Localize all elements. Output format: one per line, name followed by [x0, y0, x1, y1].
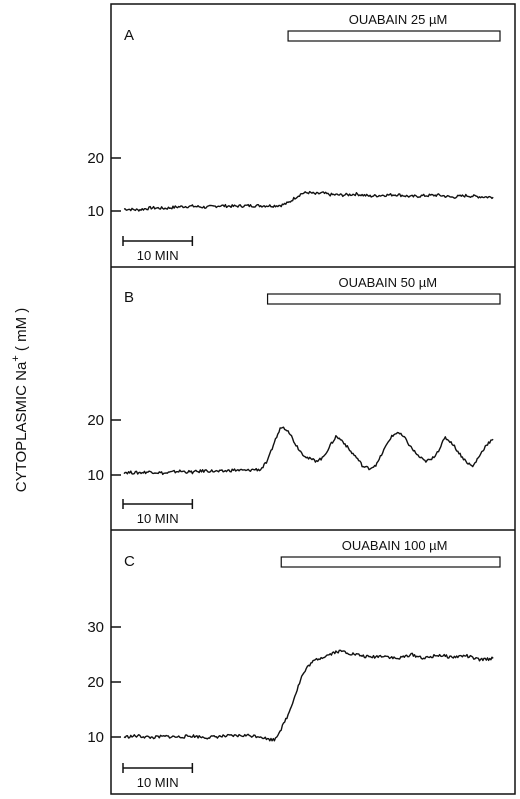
- panel-b: B OUABAIN 50 µM 10 20 10 MIN: [87, 275, 501, 526]
- drug-label: OUABAIN 100 µM: [342, 538, 448, 553]
- panel-c: C OUABAIN 100 µM 10 20 30 10 MIN: [87, 538, 501, 790]
- y-axis-label: CYTOPLASMIC Na+ ( mM ): [10, 308, 30, 493]
- y-tick-label: 10: [87, 729, 104, 746]
- drug-label: OUABAIN 25 µM: [349, 12, 448, 27]
- scale-bar-label: 10 MIN: [137, 511, 179, 526]
- y-tick-label: 10: [87, 467, 104, 484]
- y-axis-ticks: 10 20: [87, 412, 121, 484]
- y-tick-label: 20: [87, 150, 104, 167]
- drug-application-bar: [287, 30, 501, 42]
- drug-label: OUABAIN 50 µM: [339, 275, 438, 290]
- figure-frame: [110, 3, 516, 795]
- time-scale-bar: [122, 763, 194, 773]
- data-trace: [123, 190, 494, 212]
- data-trace: [123, 649, 494, 742]
- y-tick-label: 30: [87, 619, 104, 636]
- drug-application-bar: [266, 293, 501, 305]
- data-trace: [123, 426, 494, 476]
- panel-letter: A: [124, 27, 134, 44]
- y-tick-label: 20: [87, 412, 104, 429]
- drug-application-bar: [280, 556, 501, 568]
- time-scale-bar: [122, 499, 194, 509]
- panel-a: A OUABAIN 25 µM 10 20 10 MIN: [87, 12, 501, 263]
- scale-bar-label: 10 MIN: [137, 775, 179, 790]
- scale-bar-label: 10 MIN: [137, 248, 179, 263]
- y-axis-ticks: 10 20 30: [87, 619, 121, 746]
- panel-letter: B: [124, 289, 134, 306]
- y-axis-ticks: 10 20: [87, 150, 121, 220]
- y-tick-label: 10: [87, 203, 104, 220]
- y-tick-label: 20: [87, 674, 104, 691]
- time-scale-bar: [122, 236, 194, 246]
- panel-letter: C: [124, 553, 135, 570]
